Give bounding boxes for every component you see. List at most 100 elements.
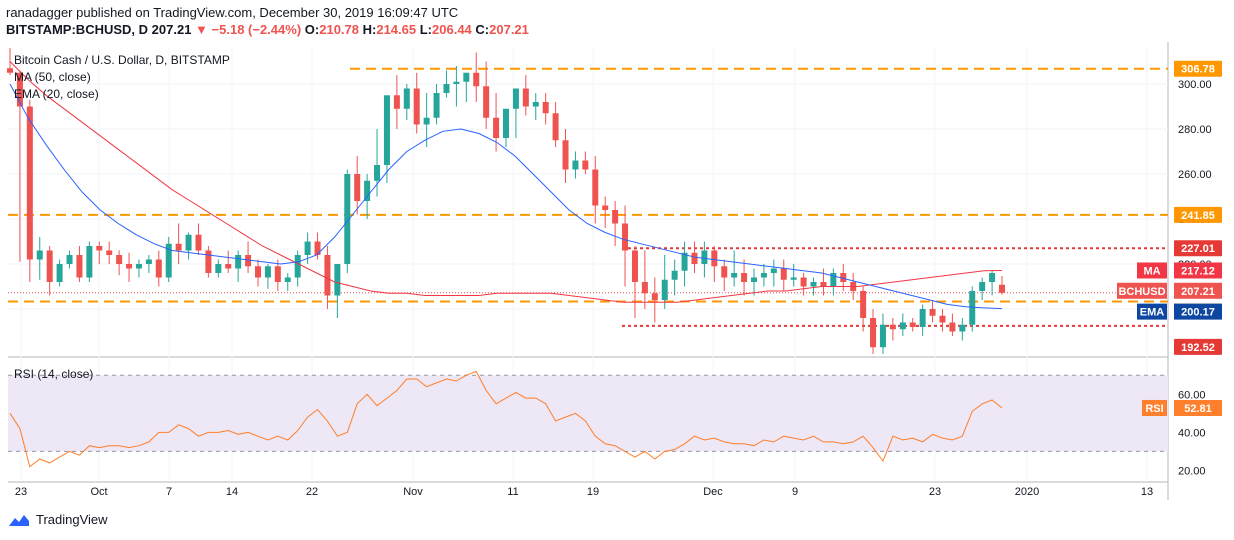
candle-body bbox=[364, 180, 371, 201]
candle-body bbox=[324, 255, 331, 296]
candle-body bbox=[16, 72, 23, 107]
publisher-line: ranadagger published on TradingView.com,… bbox=[6, 5, 459, 20]
symbol[interactable]: BITSTAMP:BCHUSD, D bbox=[6, 22, 149, 37]
candle-body bbox=[870, 318, 877, 348]
candle-body bbox=[532, 102, 539, 107]
low-value: 206.44 bbox=[432, 22, 472, 37]
candle-body bbox=[631, 250, 638, 282]
candle-body bbox=[155, 259, 162, 278]
rsi-name-box bbox=[1142, 399, 1167, 416]
candle-body bbox=[810, 282, 817, 287]
candle-body bbox=[731, 273, 738, 278]
candle-body bbox=[46, 250, 53, 282]
price-tag-value: 207.21 bbox=[1181, 286, 1215, 298]
candle-body bbox=[483, 86, 490, 118]
legend-ema[interactable]: EMA (20, close) bbox=[14, 87, 99, 101]
candle-body bbox=[215, 264, 222, 273]
rsi-tick-label: 60.00 bbox=[1178, 389, 1206, 401]
time-tick-label: 9 bbox=[792, 486, 798, 498]
candle-body bbox=[56, 264, 63, 282]
candle-body bbox=[423, 117, 430, 125]
time-tick-label: 11 bbox=[507, 486, 518, 498]
candle-body bbox=[860, 291, 867, 318]
rsi-value-box bbox=[1174, 399, 1222, 416]
candle-body bbox=[284, 277, 291, 282]
candle-body bbox=[572, 160, 579, 170]
price-tag-value-box bbox=[1174, 282, 1222, 299]
close-value: 207.21 bbox=[489, 22, 529, 37]
time-tick-label: 14 bbox=[226, 486, 238, 498]
price-tag-name-box bbox=[1137, 262, 1167, 279]
symbol-line: BITSTAMP:BCHUSD, D 207.21 ▼ −5.18 (−2.44… bbox=[6, 22, 529, 37]
ema20-line bbox=[9, 83, 1003, 310]
open-value: 210.78 bbox=[319, 22, 359, 37]
candle-body bbox=[7, 68, 13, 73]
price-tag-name: BCHUSD bbox=[1118, 286, 1165, 298]
level-tag-label: 241.85 bbox=[1181, 210, 1215, 222]
level-tag-label: 227.01 bbox=[1181, 243, 1215, 255]
candle-body bbox=[751, 277, 757, 282]
candle-body bbox=[651, 293, 658, 300]
candle-body bbox=[602, 205, 609, 210]
candle-body bbox=[830, 273, 837, 287]
candle-body bbox=[135, 264, 142, 269]
candle-body bbox=[790, 277, 797, 280]
candle-body bbox=[919, 309, 926, 327]
price-tick-label: 260.00 bbox=[1178, 169, 1212, 181]
candle-body bbox=[552, 113, 559, 141]
candle-body bbox=[413, 88, 420, 125]
time-tick-label: 23 bbox=[929, 486, 941, 498]
candle-body bbox=[780, 268, 787, 280]
candle-body bbox=[344, 174, 351, 264]
time-tick-label: 2020 bbox=[1015, 486, 1039, 498]
candle-body bbox=[503, 108, 509, 138]
price-tag-name: EMA bbox=[1140, 307, 1165, 319]
time-tick-label: 23 bbox=[15, 486, 27, 498]
time-tick-label: 22 bbox=[306, 486, 318, 498]
candle-body bbox=[225, 264, 232, 269]
candle-body bbox=[314, 241, 321, 255]
legend-ma[interactable]: MA (50, close) bbox=[14, 70, 91, 84]
l-label: L: bbox=[419, 22, 433, 37]
level-tag bbox=[1174, 60, 1222, 77]
rsi-legend[interactable]: RSI (14, close) bbox=[14, 367, 94, 381]
candle-body bbox=[760, 273, 767, 278]
candle-body bbox=[691, 252, 698, 264]
candle-body bbox=[681, 252, 688, 271]
candle-body bbox=[116, 255, 123, 264]
change: ▼ −5.18 (−2.44%) bbox=[195, 22, 302, 37]
candle-body bbox=[909, 322, 916, 327]
tradingview-logo[interactable]: TradingView bbox=[8, 512, 108, 527]
candle-body bbox=[195, 234, 202, 251]
candle-body bbox=[989, 273, 996, 282]
level-tag bbox=[1174, 240, 1222, 257]
h-label: H: bbox=[362, 22, 377, 37]
price-tag-value-box bbox=[1174, 262, 1222, 279]
candle-body bbox=[929, 309, 936, 316]
candle-body bbox=[106, 250, 113, 255]
time-tick-label: 19 bbox=[587, 486, 599, 498]
candle-body bbox=[66, 255, 73, 264]
time-tick-label: Oct bbox=[90, 486, 107, 498]
candle-body bbox=[969, 291, 976, 325]
o-label: O: bbox=[304, 22, 320, 37]
candle-body bbox=[473, 72, 480, 87]
candle-body bbox=[612, 210, 619, 224]
rsi-name: RSI bbox=[1145, 403, 1163, 415]
candle-body bbox=[403, 88, 410, 109]
candle-body bbox=[949, 322, 956, 332]
candle-body bbox=[641, 282, 648, 294]
candle-body bbox=[711, 250, 718, 267]
price-tag-value: 217.12 bbox=[1181, 265, 1215, 277]
candle-body bbox=[512, 88, 519, 109]
candle-body bbox=[245, 255, 252, 267]
candle-body bbox=[889, 324, 896, 330]
candle-body bbox=[671, 270, 678, 280]
candle-body bbox=[463, 72, 470, 82]
candle-body bbox=[274, 266, 281, 282]
ma50-line bbox=[9, 61, 1003, 303]
candle-body bbox=[493, 117, 500, 138]
candle-body bbox=[354, 174, 361, 201]
candle-body bbox=[185, 234, 192, 251]
